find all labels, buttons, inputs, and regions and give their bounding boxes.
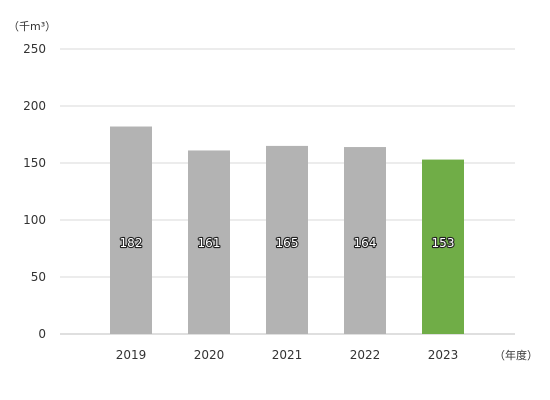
data-label: 164 xyxy=(354,236,377,250)
x-tick-label: 2021 xyxy=(272,348,303,362)
x-tick-label: 2019 xyxy=(116,348,147,362)
data-label: 161 xyxy=(198,236,221,250)
bar xyxy=(188,150,230,334)
y-tick-label: 150 xyxy=(23,156,46,170)
data-label: 165 xyxy=(276,236,299,250)
bar xyxy=(266,145,308,334)
y-tick-label: 50 xyxy=(31,270,46,284)
y-unit-label: （千m³） xyxy=(8,20,56,33)
data-label: 182 xyxy=(120,236,143,250)
x-tick-label: 2023 xyxy=(428,348,459,362)
data-label: 153 xyxy=(432,236,455,250)
label-layer: 0 50 100 150 200 250 182 2019 161 2020 165 2021 164 2… xyxy=(23,42,458,362)
bar xyxy=(344,147,386,334)
x-tick-label: 2022 xyxy=(350,348,381,362)
y-tick-label: 100 xyxy=(23,213,46,227)
bar-layer xyxy=(110,126,464,335)
x-tick-label: 2020 xyxy=(194,348,225,362)
y-tick-label: 250 xyxy=(23,42,46,56)
y-tick-label: 200 xyxy=(23,99,46,113)
bar xyxy=(422,159,464,334)
y-tick-label: 0 xyxy=(38,327,46,341)
x-unit-label: （年度） xyxy=(494,348,538,362)
bar xyxy=(110,126,152,335)
